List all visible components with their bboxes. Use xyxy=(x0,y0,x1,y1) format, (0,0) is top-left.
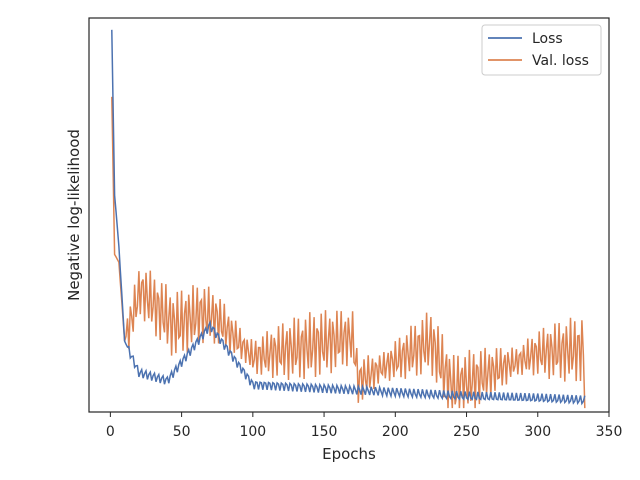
x-tick-label: 100 xyxy=(239,424,266,440)
series-line-loss xyxy=(111,29,586,406)
x-tick-label: 150 xyxy=(311,424,338,440)
x-tick-label: 250 xyxy=(453,424,480,440)
x-tick-label: 0 xyxy=(106,424,115,440)
legend-label-val-loss: Val. loss xyxy=(532,53,589,69)
x-tick-label: 350 xyxy=(596,424,623,440)
legend-label-loss: Loss xyxy=(532,31,563,47)
y-axis-label: Negative log-likelihood xyxy=(65,129,83,301)
x-tick-label: 300 xyxy=(524,424,551,440)
x-tick-label: 200 xyxy=(382,424,409,440)
x-tick-label: 50 xyxy=(173,424,191,440)
plot-frame xyxy=(88,17,610,413)
x-axis-ticks: 0 50 100 150 200 250 300 350 xyxy=(106,412,622,440)
x-axis-label: Epochs xyxy=(322,445,376,463)
legend: Loss Val. loss xyxy=(481,24,602,76)
series-line-val-loss xyxy=(111,96,586,409)
plot-series xyxy=(111,29,586,409)
